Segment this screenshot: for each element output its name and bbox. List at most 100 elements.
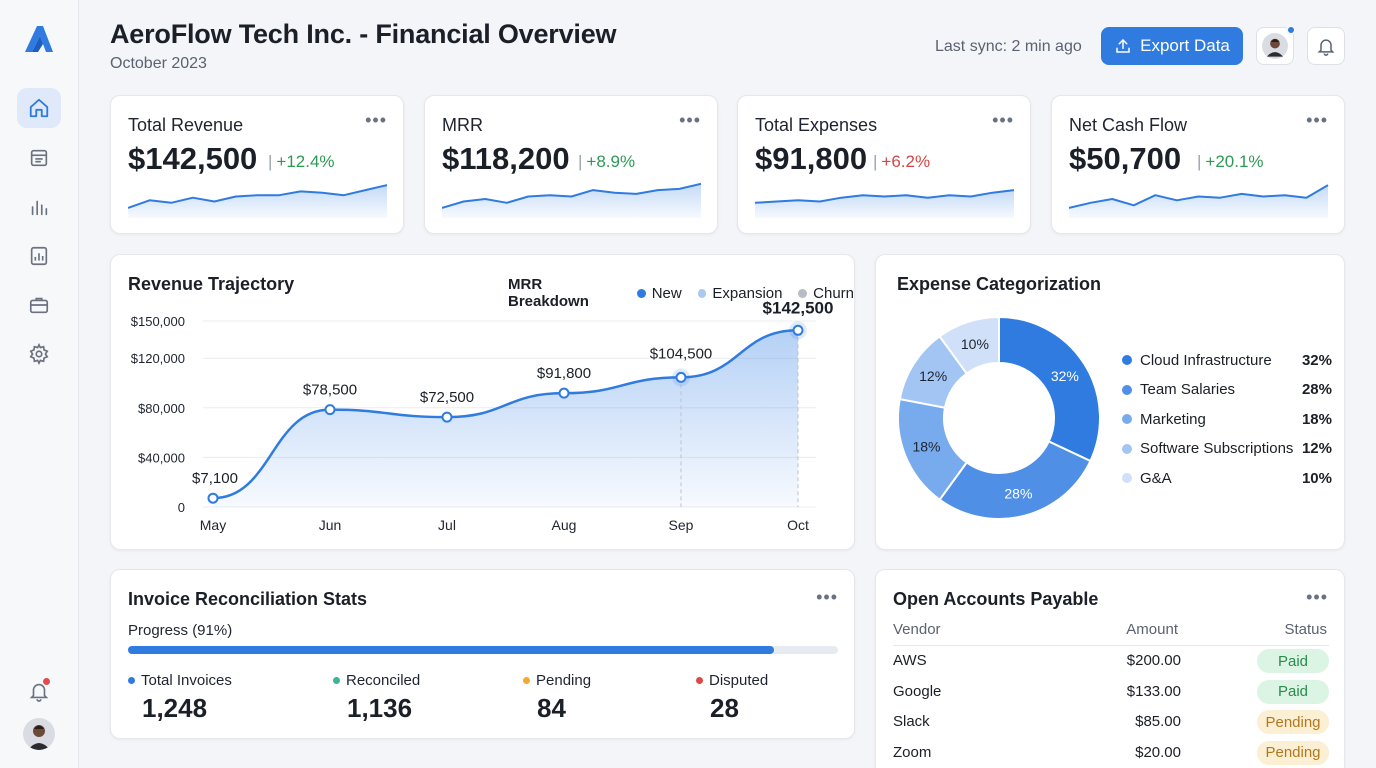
slice-label: 10% [961, 336, 989, 352]
stat-label-text: Pending [536, 672, 592, 689]
sidebar-item-documents[interactable] [17, 138, 61, 178]
kpi-sparkline [128, 184, 388, 218]
x-tick-label: Oct [787, 517, 809, 533]
notification-dot [43, 678, 50, 685]
sidebar-item-analytics[interactable] [17, 187, 61, 227]
kpi-change: | +6.2% [873, 152, 930, 172]
legend-dot-expansion [697, 288, 707, 298]
x-tick-label: Jun [319, 517, 342, 533]
stat-label: Reconciled [333, 672, 420, 689]
sidebar [0, 0, 79, 768]
kpi-change-value: +8.9% [586, 152, 636, 171]
donut-slice[interactable] [998, 315, 1101, 463]
kpi-menu-button[interactable]: ••• [1306, 110, 1328, 130]
sidebar-item-portfolio[interactable] [17, 285, 61, 325]
data-point[interactable] [207, 492, 219, 504]
revenue-line [212, 329, 799, 500]
bell-icon [1317, 39, 1335, 56]
table-row[interactable]: AWS $200.00 Paid [893, 646, 1329, 676]
sparkline-area [442, 183, 701, 218]
user-avatar[interactable] [23, 718, 55, 750]
revenue-area [213, 330, 798, 507]
kpi-menu-button[interactable]: ••• [365, 110, 387, 130]
stat-value: 1,248 [142, 693, 208, 723]
payables-menu-button[interactable]: ••• [1306, 587, 1328, 607]
data-point[interactable] [324, 404, 336, 416]
payables-card-title: Open Accounts Payable [893, 589, 1099, 609]
data-point[interactable] [675, 371, 687, 383]
profile-button[interactable] [1256, 25, 1296, 65]
amount-cell: $20.00 [1135, 743, 1181, 761]
table-row[interactable]: Google $133.00 Paid [893, 677, 1329, 707]
expense-donut-chart: 32% 28% 18% 12% 10% [897, 315, 1101, 520]
invoice-menu-button[interactable]: ••• [816, 587, 838, 607]
sparkline-area [1069, 185, 1328, 218]
stat-dot [128, 677, 135, 684]
progress-bar [128, 646, 838, 654]
sidebar-item-settings[interactable] [17, 334, 61, 374]
legend-label: Marketing [1140, 410, 1206, 428]
sidebar-notifications[interactable] [26, 678, 52, 704]
expense-legend-item: Team Salaries 28% [1122, 380, 1332, 400]
kpi-menu-button[interactable]: ••• [992, 110, 1014, 130]
stat-dot [523, 677, 530, 684]
expense-categorization-card: Expense Categorization 32% 28% 18% 12% 10% C… [875, 254, 1345, 550]
bar-chart-icon [31, 200, 48, 216]
table-row[interactable]: Zoom $20.00 Pending [893, 738, 1329, 768]
progress-fill [128, 646, 775, 654]
kpi-value: $118,200 [442, 141, 570, 176]
kpi-change: | +20.1% [1197, 152, 1264, 172]
table-row[interactable]: Slack $85.00 Pending [893, 707, 1329, 737]
sparkline-line [755, 189, 1015, 204]
stat-value: 1,136 [347, 693, 413, 723]
sparkline-line [1069, 184, 1329, 209]
stat-dot [333, 677, 340, 684]
status-badge: Paid [1257, 649, 1329, 673]
kpi-label: Total Expenses [755, 115, 878, 135]
export-data-button[interactable]: Export Data [1101, 27, 1243, 65]
kpi-change-value: +12.4% [276, 152, 335, 171]
kpi-sparkline [1069, 184, 1329, 218]
invoice-stat: Disputed 28 [696, 672, 768, 724]
sparkline-line [442, 182, 702, 209]
legend-percent: 10% [1301, 469, 1332, 487]
y-tick-label: $150,000 [131, 314, 185, 329]
notifications-button[interactable] [1307, 27, 1345, 65]
amount-cell: $133.00 [1126, 682, 1181, 700]
app-logo[interactable] [23, 24, 55, 54]
progress-label: Progress (91%) [128, 622, 233, 639]
kpi-menu-button[interactable]: ••• [679, 110, 701, 130]
data-point[interactable] [441, 411, 453, 423]
legend-dot [1122, 473, 1132, 483]
data-label: $142,500 [763, 298, 834, 317]
kpi-change-value: +20.1% [1205, 152, 1264, 171]
donut-slice[interactable] [938, 440, 1092, 520]
kpi-change-value: +6.2% [881, 152, 931, 171]
legend-dot [1122, 443, 1132, 454]
revenue-legend: MRR Breakdown New Expansion Churn [508, 276, 854, 310]
sync-status: Last sync: 2 min ago [935, 38, 1082, 55]
status-badge: Paid [1257, 679, 1329, 704]
stat-label-text: Disputed [709, 672, 769, 689]
donut-slice[interactable] [938, 315, 1000, 375]
kpi-separator: | [1197, 152, 1202, 171]
x-tick-label: May [200, 517, 226, 533]
data-point[interactable] [792, 324, 804, 336]
stat-label: Disputed [696, 672, 768, 689]
report-icon [30, 246, 48, 266]
legend-dot [1122, 355, 1132, 365]
table-divider [893, 645, 1329, 646]
data-point[interactable] [558, 387, 570, 399]
expense-legend-item: Marketing 18% [1122, 409, 1332, 429]
home-icon [29, 98, 49, 118]
kpi-sparkline [442, 182, 702, 218]
col-header-vendor: Vendor [893, 621, 941, 638]
sidebar-item-reports[interactable] [17, 236, 61, 276]
sidebar-item-home[interactable] [17, 88, 61, 128]
legend-label-churn: Churn [813, 284, 855, 302]
legend-percent: 32% [1301, 351, 1332, 369]
briefcase-icon [29, 297, 49, 314]
kpi-value: $91,800 [755, 141, 868, 176]
col-header-status: Status [1284, 621, 1327, 638]
revenue-chart: 0 $40,000 $80,000 $120,000 $150,000 $7,100 May… [131, 298, 834, 533]
